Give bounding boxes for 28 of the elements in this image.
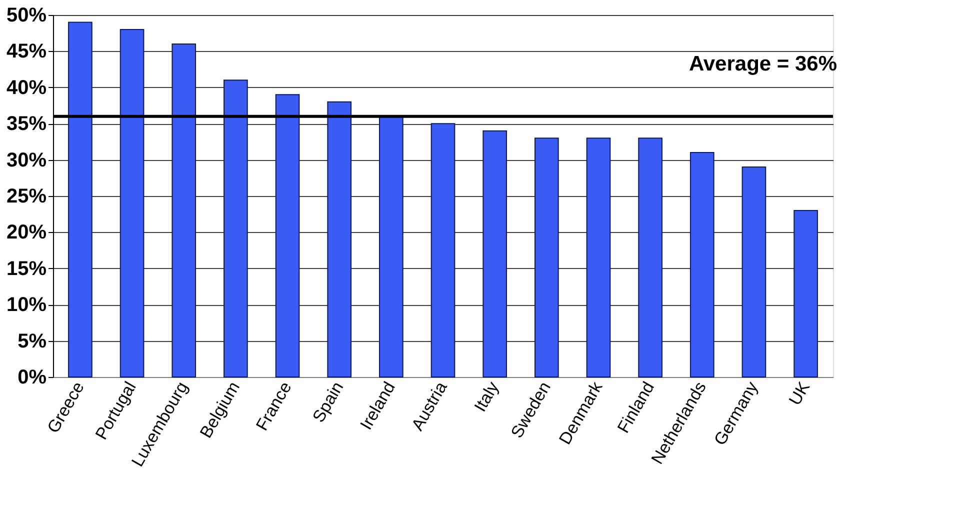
bar	[430, 123, 456, 378]
y-tick-label: 40%	[6, 76, 47, 99]
ref-line-label: Average = 36%	[688, 52, 838, 76]
x-tick-label: UK	[785, 378, 814, 408]
y-tick-label: 30%	[6, 149, 47, 172]
bar	[379, 116, 404, 378]
bar	[690, 152, 714, 378]
y-tick-label: 10%	[6, 294, 47, 316]
bar	[742, 166, 766, 378]
bar	[482, 130, 507, 378]
y-tick-label: 15%	[6, 258, 47, 280]
bar	[534, 138, 559, 378]
bar	[120, 28, 144, 378]
y-tick-label: 45%	[6, 40, 47, 63]
bar	[68, 22, 92, 378]
y-tick-label: 20%	[6, 222, 47, 244]
bar	[275, 94, 300, 378]
y-tick-label: 5%	[18, 330, 47, 352]
y-tick-label: 25%	[6, 186, 47, 208]
bar	[224, 80, 248, 378]
bar	[638, 138, 662, 378]
bar	[327, 101, 352, 378]
y-tick-label: 35%	[6, 113, 47, 136]
bar	[586, 138, 611, 378]
y-tick-label: 50%	[6, 4, 47, 26]
bar	[794, 210, 818, 378]
y-tick-label: 0%	[18, 366, 47, 388]
bar	[172, 43, 196, 378]
